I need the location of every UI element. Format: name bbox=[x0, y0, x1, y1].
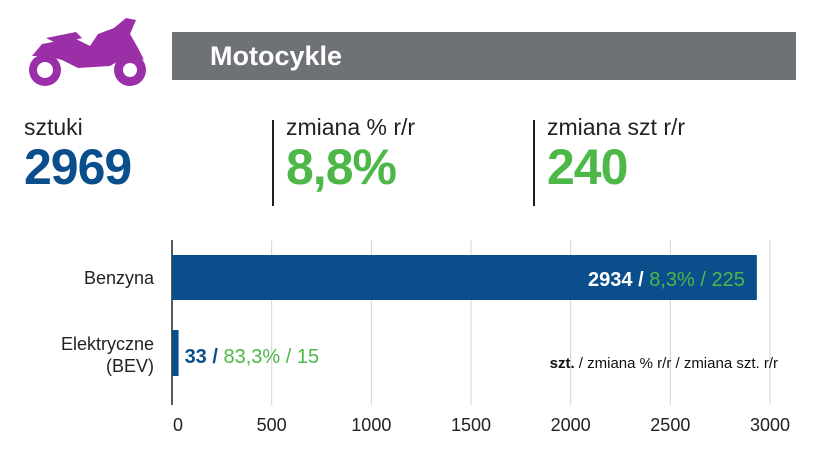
kpi-change-pct-value: 8,8% bbox=[286, 139, 397, 195]
page-title: Motocykle bbox=[210, 40, 343, 71]
data-label: 33 / 83,3% / 15 bbox=[185, 346, 320, 368]
kpi-units: sztuki 2969 bbox=[24, 114, 132, 195]
header-bar: Motocykle bbox=[172, 32, 796, 80]
category-label: (BEV) bbox=[106, 356, 154, 376]
motorcycle-icon bbox=[29, 18, 146, 86]
kpi-units-value: 2969 bbox=[24, 139, 132, 195]
x-tick-label: 1000 bbox=[351, 415, 391, 435]
kpi-divider bbox=[272, 120, 274, 206]
kpi-units-label: sztuki bbox=[24, 114, 83, 140]
kpi-divider bbox=[533, 120, 535, 206]
x-tick-label: 3000 bbox=[750, 415, 790, 435]
category-label: Benzyna bbox=[84, 268, 155, 288]
kpi-change-units: zmiana szt r/r 240 bbox=[547, 114, 685, 195]
x-tick-label: 0 bbox=[173, 415, 183, 435]
bar-elektryczne bbox=[172, 330, 179, 376]
x-tick-label: 500 bbox=[257, 415, 287, 435]
kpi-change-pct: zmiana % r/r 8,8% bbox=[286, 114, 415, 195]
kpi-change-units-label: zmiana szt r/r bbox=[547, 114, 686, 140]
bar-benzyna bbox=[172, 255, 757, 300]
x-tick-label: 2000 bbox=[551, 415, 591, 435]
kpi-change-pct-label: zmiana % r/r bbox=[286, 114, 416, 140]
kpi-change-units-value: 240 bbox=[547, 139, 628, 195]
data-label: 2934 / 8,3% / 225 bbox=[588, 269, 745, 291]
legend-note: szt. / zmiana % r/r / zmiana szt. r/r bbox=[550, 355, 778, 372]
x-tick-label: 2500 bbox=[650, 415, 690, 435]
x-tick-label: 1500 bbox=[451, 415, 491, 435]
category-label: Elektryczne bbox=[61, 334, 154, 354]
